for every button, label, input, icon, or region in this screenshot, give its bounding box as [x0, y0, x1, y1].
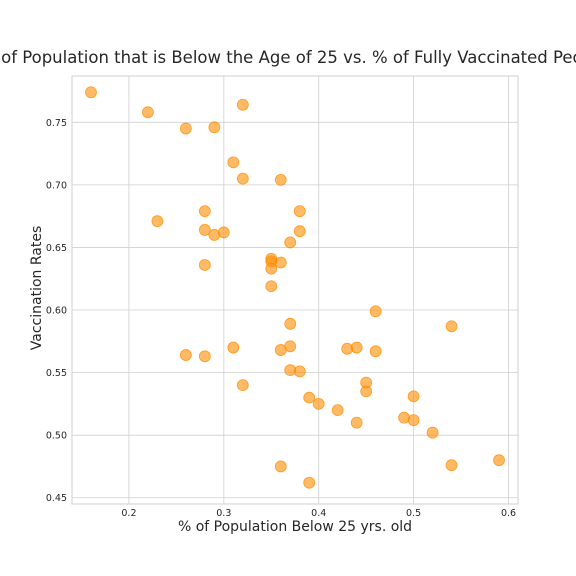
x-tick-label: 0.3: [216, 508, 231, 519]
scatter-point: [303, 391, 316, 404]
grid-lines: [72, 76, 518, 504]
scatter-point: [293, 205, 306, 218]
y-tick-label: 0.60: [46, 306, 67, 317]
scatter-point: [208, 121, 221, 134]
scatter-point: [198, 224, 211, 236]
x-tick-label: 0.4: [311, 508, 326, 519]
scatter-point: [303, 476, 316, 489]
scatter-point: [350, 341, 363, 354]
scatter-point: [284, 317, 297, 330]
scatter-point: [274, 344, 287, 356]
chart-title: % of Population that is Below the Age of…: [0, 48, 576, 67]
y-axis-label: Vaccination Rates: [29, 226, 45, 350]
scatter-point: [227, 156, 240, 169]
scatter-point: [198, 259, 211, 271]
y-tick-label: 0.70: [46, 180, 67, 191]
y-tick-label: 0.50: [46, 431, 67, 442]
scatter-point: [360, 385, 373, 398]
scatter-point: [426, 426, 439, 439]
scatter-point: [85, 86, 97, 99]
x-tick-label: 0.2: [121, 508, 136, 519]
tick-labels: 0.2 0.3 0.4 0.5 0.6 0.45 0.50 0.55 0.60 0.65 0.70 0…: [46, 118, 516, 519]
x-tick-label: 0.5: [406, 508, 421, 519]
y-tick-label: 0.55: [46, 368, 67, 379]
scatter-point: [331, 404, 344, 417]
scatter-point: [179, 349, 192, 361]
plot-frame: [71, 75, 519, 505]
scatter-point: [265, 280, 278, 293]
scatter-point: [445, 459, 458, 472]
scatter-point: [284, 236, 297, 249]
scatter-point: [236, 379, 249, 392]
scatter-point: [407, 390, 420, 403]
scatter-point: [350, 416, 363, 429]
data-points: [85, 86, 505, 489]
scatter-point: [236, 172, 249, 185]
scatter-point: [369, 305, 382, 318]
scatter-point: [198, 205, 211, 218]
scatter-point: [217, 226, 230, 239]
scatter-point: [445, 320, 458, 333]
y-tick-label: 0.65: [46, 243, 67, 254]
scatter-point: [293, 365, 306, 378]
scatter-point: [265, 262, 278, 275]
scatter-point: [274, 460, 287, 473]
scatter-point: [274, 256, 287, 269]
x-tick-label: 0.6: [501, 508, 516, 519]
x-axis-label: % of Population Below 25 yrs. old: [178, 519, 412, 535]
scatter-point: [227, 341, 240, 354]
scatter-point: [293, 225, 306, 238]
scatter-point: [236, 98, 249, 111]
scatter-point: [493, 454, 505, 467]
scatter-point: [198, 350, 211, 363]
scatter-point: [142, 106, 154, 119]
y-tick-label: 0.75: [46, 118, 67, 129]
scatter-point: [274, 173, 287, 186]
scatter-point: [369, 345, 382, 358]
scatter-point: [312, 397, 325, 410]
y-tick-label: 0.45: [46, 493, 67, 504]
scatter-point: [151, 215, 164, 228]
scatter-point: [407, 414, 420, 427]
scatter-point: [179, 122, 192, 135]
